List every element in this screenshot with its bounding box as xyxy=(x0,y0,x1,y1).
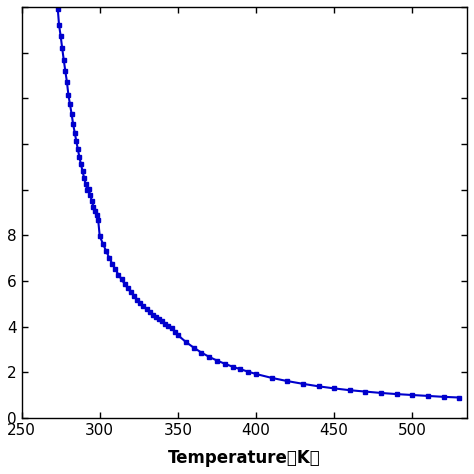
X-axis label: Temperature（K）: Temperature（K） xyxy=(168,449,321,467)
